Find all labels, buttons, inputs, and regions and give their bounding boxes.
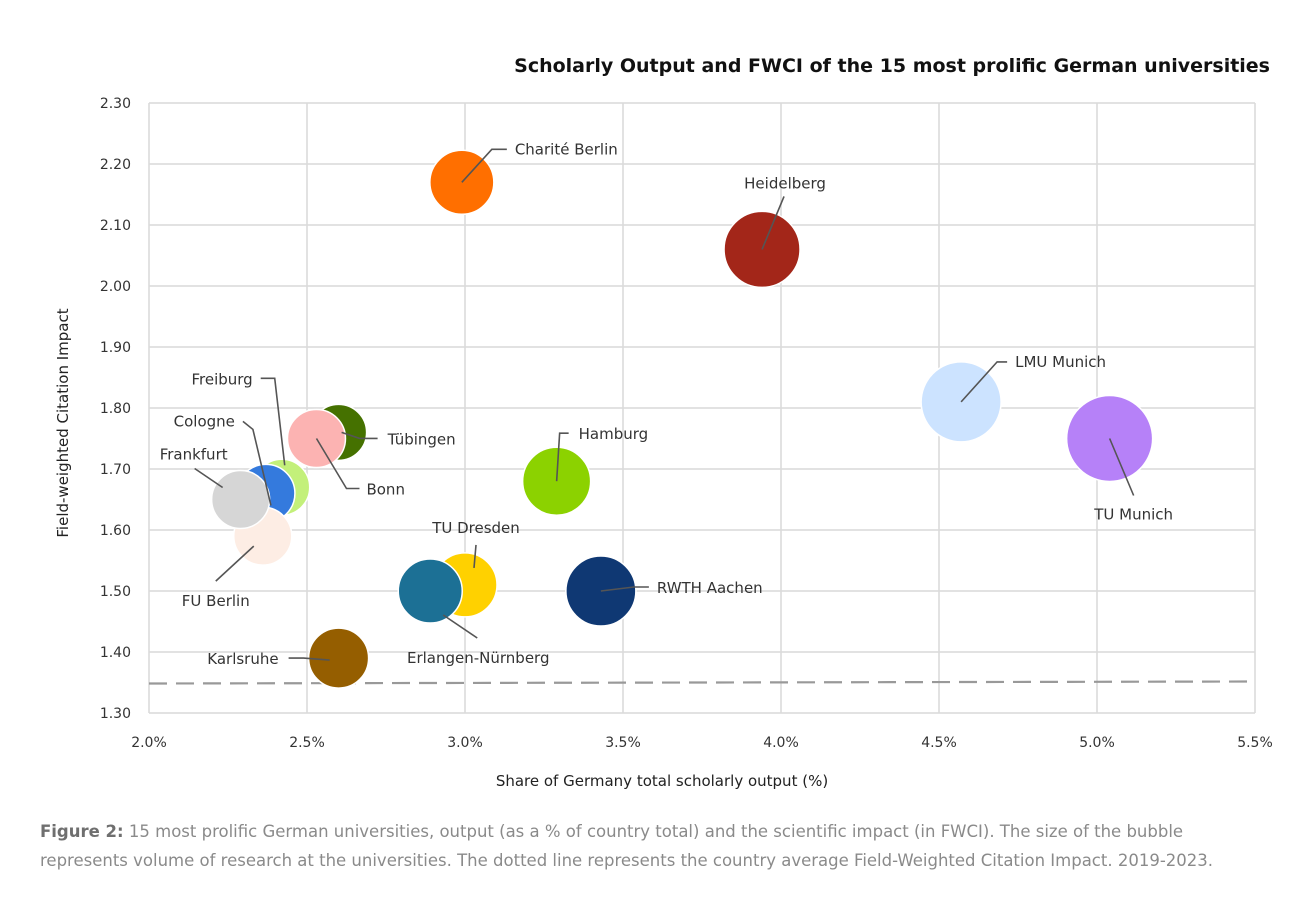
leader-line bbox=[315, 438, 360, 490]
leader-line bbox=[761, 196, 785, 250]
bubble-label: Charité Berlin bbox=[515, 140, 618, 158]
bubble-label: TU Dresden bbox=[431, 519, 520, 537]
y-tick-label: 2.10 bbox=[100, 218, 131, 234]
x-tick-label: 3.0% bbox=[447, 735, 483, 751]
leader-line bbox=[215, 545, 255, 582]
leader-line bbox=[555, 432, 569, 482]
caption-text: 15 most prolific German universities, ou… bbox=[40, 822, 1214, 870]
leader-lines bbox=[194, 148, 1135, 661]
leader-line bbox=[1108, 438, 1135, 496]
y-tick-label: 1.50 bbox=[100, 584, 131, 600]
bubble-label: Karlsruhe bbox=[207, 650, 278, 668]
bubble-karlsruhe bbox=[307, 627, 370, 689]
leader-line bbox=[461, 148, 507, 183]
bubbles bbox=[210, 149, 1154, 689]
leader-line bbox=[194, 467, 224, 489]
bubble-label: FU Berlin bbox=[182, 592, 250, 610]
bubble-erlangen-n-rnberg bbox=[397, 558, 463, 624]
bubble-chart: Charité Berlin Heidelberg LMU Munich TU Mun… bbox=[54, 55, 1273, 790]
y-tick-label: 1.40 bbox=[100, 645, 131, 661]
bubble-label: RWTH Aachen bbox=[657, 579, 763, 597]
x-tick-labels: 2.0% 2.5% 3.0% 3.5% 4.0% 4.5% 5.0% 5.5% bbox=[131, 735, 1273, 751]
x-tick-label: 4.0% bbox=[763, 735, 799, 751]
leader-line bbox=[960, 361, 1008, 403]
bubble-label: Erlangen-Nürnberg bbox=[407, 649, 550, 667]
x-tick-label: 3.5% bbox=[605, 735, 641, 751]
x-tick-label: 2.5% bbox=[289, 735, 325, 751]
chart-title: Scholarly Output and FWCI of the 15 most… bbox=[514, 55, 1270, 77]
leader-line bbox=[288, 657, 330, 661]
bubble-label: Freiburg bbox=[191, 370, 252, 388]
x-tick-label: 5.0% bbox=[1079, 735, 1115, 751]
y-tick-label: 1.90 bbox=[100, 340, 131, 356]
y-tick-label: 1.60 bbox=[100, 523, 131, 539]
bubble-frankfurt bbox=[210, 469, 271, 530]
leader-line bbox=[242, 420, 272, 506]
y-tick-label: 1.80 bbox=[100, 401, 131, 417]
x-tick-label: 2.0% bbox=[131, 735, 167, 751]
bubble-label: LMU Munich bbox=[1015, 353, 1106, 371]
bubble-labels: Charité Berlin Heidelberg LMU Munich TU Mun… bbox=[160, 140, 1173, 668]
y-tick-label: 2.20 bbox=[100, 157, 131, 173]
leader-line bbox=[341, 431, 378, 440]
figure-caption: Figure 2: 15 most prolific German univer… bbox=[40, 817, 1270, 875]
bubble-label: Bonn bbox=[366, 481, 404, 499]
y-tick-labels: 1.30 1.40 1.50 1.60 1.70 1.80 1.90 2.00 2.10 2.20… bbox=[100, 96, 131, 722]
y-tick-label: 2.30 bbox=[100, 96, 131, 112]
bubble-label: Cologne bbox=[174, 412, 235, 430]
figure-label: Figure 2: bbox=[40, 822, 124, 841]
y-tick-label: 2.00 bbox=[100, 279, 131, 295]
x-tick-label: 5.5% bbox=[1237, 735, 1273, 751]
y-axis-label: Field-weighted Citation Impact bbox=[54, 308, 72, 537]
y-tick-label: 1.70 bbox=[100, 462, 131, 478]
bubble-label: Tübingen bbox=[387, 430, 456, 448]
bubble-label: Frankfurt bbox=[160, 446, 228, 464]
x-axis-label: Share of Germany total scholarly output … bbox=[496, 772, 828, 790]
leader-line bbox=[260, 377, 286, 466]
leader-line bbox=[600, 586, 649, 592]
leader-line bbox=[473, 544, 477, 568]
x-tick-label: 4.5% bbox=[921, 735, 957, 751]
y-tick-label: 1.30 bbox=[100, 706, 131, 722]
bubble-label: Heidelberg bbox=[744, 174, 826, 192]
country-average-line bbox=[148, 680, 1256, 685]
leader-line bbox=[442, 614, 478, 639]
bubble-label: Hamburg bbox=[579, 425, 649, 443]
bubble-label: TU Munich bbox=[1093, 506, 1173, 524]
